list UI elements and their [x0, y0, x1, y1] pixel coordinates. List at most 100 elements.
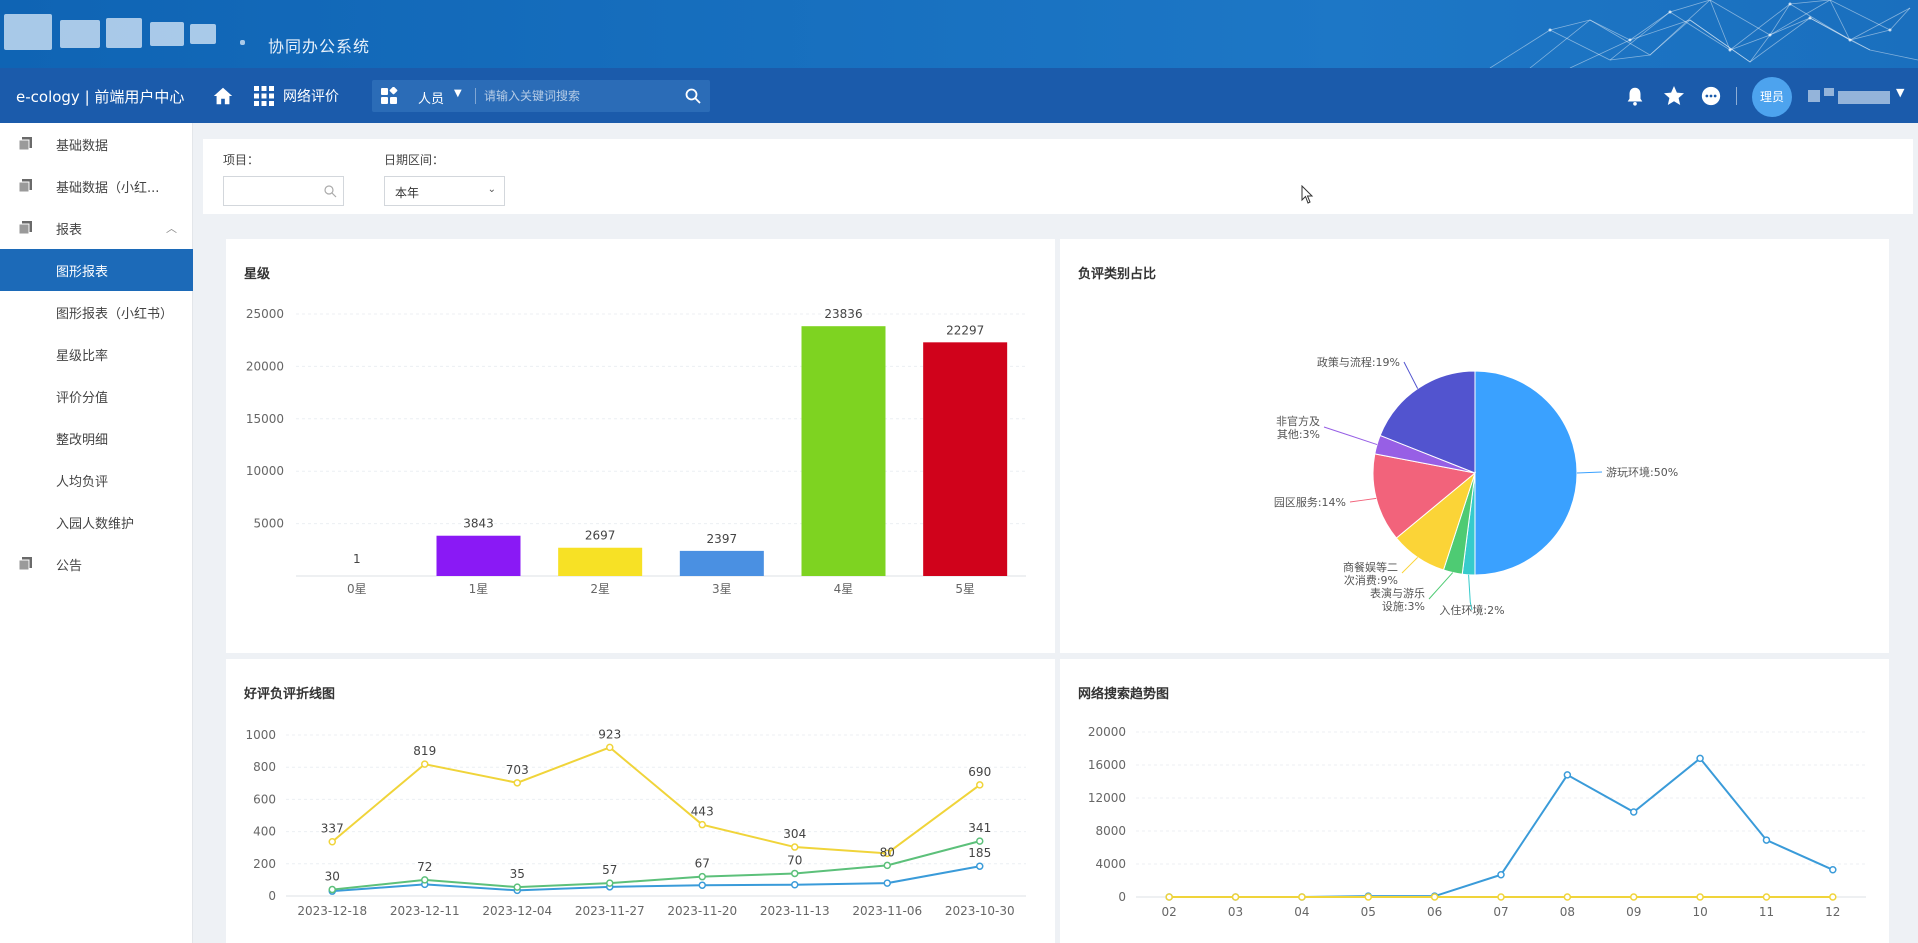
sidebar-item-star-ratio[interactable]: 星级比率 — [0, 333, 193, 375]
data-label: 2397 — [707, 532, 738, 546]
pie-slice — [1372, 453, 1477, 539]
x-tick-label: 2023-12-04 — [482, 904, 552, 918]
search-type-select[interactable]: 人员 — [418, 92, 445, 107]
sidebar-item-label: 图形报表 — [56, 265, 109, 280]
chart-title: 星级 — [244, 267, 271, 282]
data-point — [1364, 893, 1373, 901]
sidebar-item-rectification[interactable]: 整改明细 — [0, 417, 193, 459]
negative-category-chart-card: 负评类别占比 游玩环境:50% 入住环境:2% 表演与游乐设施:3% 商餐娱等二次消费… — [1060, 239, 1889, 653]
user-name[interactable] — [1808, 88, 1890, 104]
sidebar-item-reports[interactable]: 报表 ︿ — [0, 207, 193, 249]
slice-label: 政策与流程:19% — [1317, 355, 1400, 369]
sidebar-item-base-data[interactable]: 基础数据 — [0, 123, 193, 165]
date-range-select[interactable]: 本年 ⌄ — [384, 176, 505, 206]
data-point — [883, 861, 891, 870]
search-icon[interactable] — [323, 184, 337, 198]
search-type-icon[interactable] — [380, 87, 398, 105]
label-leader-line — [1323, 426, 1378, 446]
sidebar-item-announcement[interactable]: 公告 — [0, 543, 193, 585]
chevron-down-icon[interactable]: ⌄ — [487, 184, 496, 195]
sidebar-item-score[interactable]: 评价分值 — [0, 375, 193, 417]
stack-icon — [18, 137, 32, 151]
data-point — [791, 880, 799, 889]
bar — [679, 550, 764, 576]
data-label: 23836 — [824, 307, 862, 321]
data-label: 3843 — [463, 517, 494, 531]
data-point — [606, 743, 614, 752]
y-tick-label: 800 — [253, 760, 276, 774]
star-rating-bar-chart: 5000 10000 15000 20000 25000 1 0星 3843 1星 2697 2星 2… — [246, 307, 1026, 596]
data-label: 30 — [325, 870, 340, 884]
apps-grid-icon[interactable] — [254, 86, 274, 106]
sidebar-item-graph-report-xhs[interactable]: 图形报表（小红书） — [0, 291, 193, 333]
bar — [436, 535, 521, 576]
search-icon[interactable] — [684, 87, 702, 105]
y-tick-label: 4000 — [1095, 857, 1126, 871]
current-module[interactable]: 网络评价 — [283, 89, 339, 105]
sidebar-item-label: 公告 — [56, 559, 83, 574]
sidebar-item-base-data-xhs[interactable]: 基础数据（小红... — [0, 165, 193, 207]
data-point — [1563, 893, 1572, 901]
review-trend-chart-card: 好评负评折线图 0 200 400 600 800 1000 2023-12-18 2023-… — [226, 659, 1055, 943]
slice-label: 园区服务:14% — [1274, 496, 1346, 509]
data-point — [513, 779, 521, 787]
nav-divider — [1736, 87, 1737, 105]
x-tick-label: 07 — [1493, 905, 1508, 919]
search-divider — [475, 88, 476, 104]
chevron-up-icon[interactable]: ︿ — [166, 222, 177, 235]
banner-network-graphic — [1489, 0, 1918, 68]
y-tick-label: 20000 — [1088, 725, 1126, 739]
data-label: 304 — [783, 827, 806, 841]
chevron-down-icon[interactable]: ▼ — [454, 88, 462, 99]
home-icon[interactable] — [212, 85, 234, 107]
data-point — [1563, 771, 1572, 779]
stack-icon — [18, 557, 32, 571]
series-line — [331, 746, 981, 855]
bar — [558, 547, 643, 576]
label-leader-line — [1349, 497, 1377, 503]
slice-label: 商餐娱等二次消费:9% — [1343, 560, 1398, 587]
data-point — [1231, 893, 1240, 901]
top-navigation: e-cology | 前端用户中心 网络评价 人员 ▼ 理员 ▼ — [0, 68, 1918, 123]
sidebar-item-per-capita-negative[interactable]: 人均负评 — [0, 459, 193, 501]
sidebar-item-label: 人均负评 — [56, 475, 109, 490]
data-point — [1829, 893, 1837, 901]
data-label: 690 — [968, 765, 991, 779]
y-tick-label: 200 — [253, 857, 276, 871]
date-range-label: 日期区间： — [384, 153, 445, 167]
avatar[interactable]: 理员 — [1752, 77, 1792, 117]
sidebar-item-label: 星级比率 — [56, 349, 109, 364]
x-tick-label: 0星 — [347, 582, 367, 596]
data-point — [1762, 893, 1771, 901]
x-tick-label: 5星 — [955, 582, 975, 596]
data-point — [698, 872, 706, 881]
project-input[interactable] — [223, 176, 344, 206]
bell-icon[interactable] — [1624, 85, 1646, 107]
data-point — [698, 820, 706, 829]
x-tick-label: 05 — [1361, 905, 1376, 919]
sidebar-item-graph-report[interactable]: 图形报表 — [0, 249, 193, 291]
slice-label: 入住环境:2% — [1439, 603, 1504, 617]
y-tick-label: 8000 — [1095, 824, 1126, 838]
data-label: 819 — [413, 744, 436, 758]
brand-link[interactable]: e-cology | 前端用户中心 — [16, 88, 185, 106]
x-tick-label: 08 — [1560, 905, 1575, 919]
data-point — [1497, 870, 1505, 879]
chat-more-icon[interactable] — [1700, 85, 1722, 107]
data-point — [791, 869, 799, 878]
y-tick-label: 12000 — [1088, 791, 1126, 805]
data-point — [328, 885, 336, 894]
sidebar-item-label: 评价分值 — [56, 391, 109, 406]
data-point — [883, 879, 891, 887]
bar — [923, 342, 1008, 576]
sidebar-item-visitor-count[interactable]: 入园人数维护 — [0, 501, 193, 543]
system-name: 协同办公系统 — [268, 37, 371, 56]
user-menu-chevron-icon[interactable]: ▼ — [1896, 86, 1905, 99]
x-tick-label: 2023-12-18 — [297, 904, 367, 918]
sidebar: 基础数据 基础数据（小红... 报表 ︿ 图形报表 图形报表（小红书） 星级比率… — [0, 123, 193, 943]
x-tick-label: 2023-11-27 — [575, 904, 645, 918]
data-label: 72 — [417, 860, 432, 874]
star-icon[interactable] — [1662, 84, 1686, 108]
search-input[interactable] — [484, 85, 674, 107]
y-tick-label: 1000 — [245, 728, 276, 742]
